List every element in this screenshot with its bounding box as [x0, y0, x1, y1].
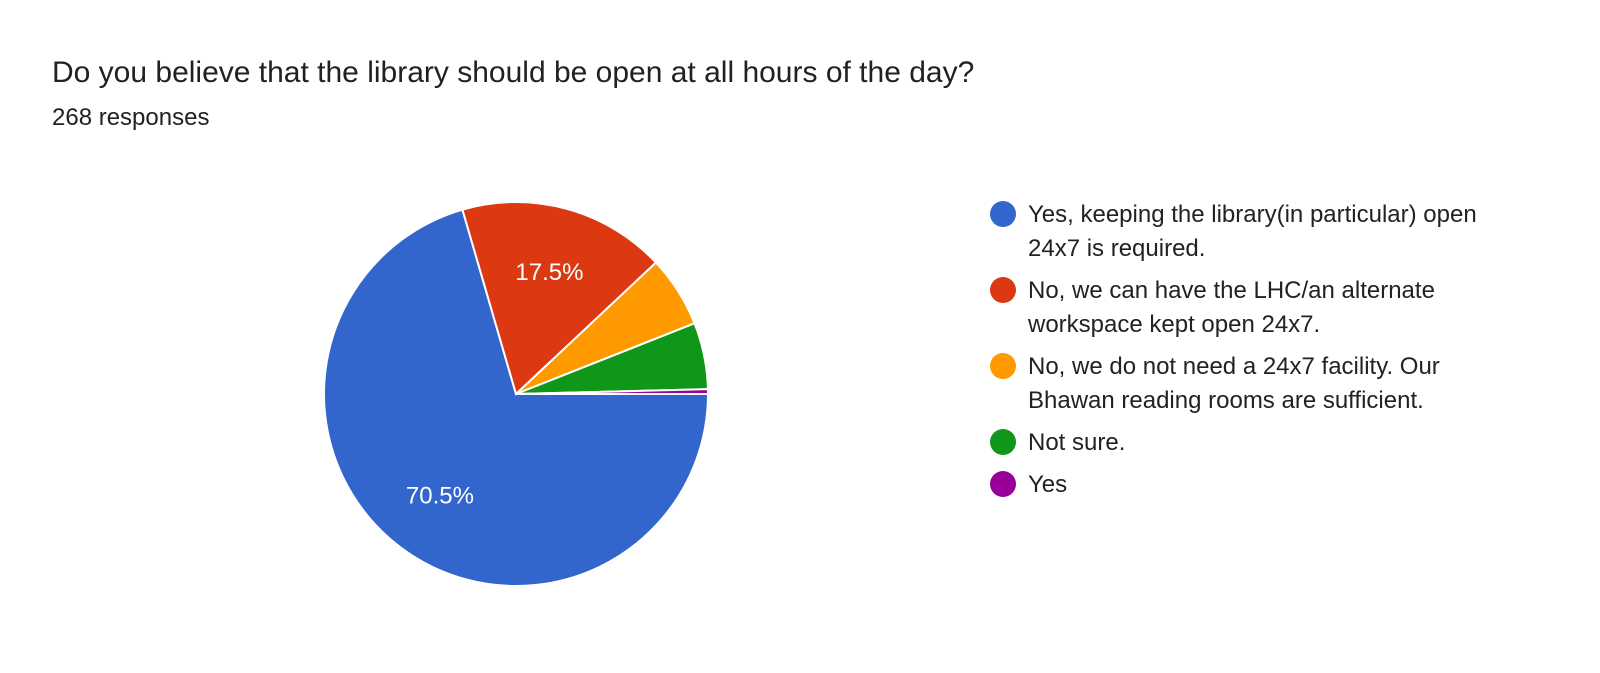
pie-slice: [515, 388, 710, 395]
legend: Yes, keeping the library(in particular) …: [990, 198, 1488, 510]
legend-marker-icon: [990, 429, 1016, 455]
legend-marker-icon: [990, 353, 1016, 379]
legend-item[interactable]: Not sure.: [990, 426, 1488, 460]
pie-slice: [461, 201, 658, 396]
slice-data-label: 17.5%: [515, 259, 583, 286]
legend-marker-icon: [990, 277, 1016, 303]
legend-label: Yes: [1028, 471, 1068, 498]
legend-marker-icon: [990, 201, 1016, 227]
legend-label: Not sure.: [1028, 429, 1126, 456]
pie-slice: [323, 208, 710, 587]
legend-label: No, we can have the LHC/an alternate wor…: [1028, 277, 1435, 338]
legend-item[interactable]: Yes, keeping the library(in particular) …: [990, 198, 1488, 266]
legend-label: No, we do not need a 24x7 facility. Our …: [1028, 353, 1440, 414]
legend-label: Yes, keeping the library(in particular) …: [1028, 201, 1477, 262]
legend-marker-icon: [990, 471, 1016, 497]
legend-item[interactable]: Yes: [990, 468, 1488, 502]
slice-data-label: 70.5%: [406, 482, 474, 509]
legend-item[interactable]: No, we do not need a 24x7 facility. Our …: [990, 350, 1488, 418]
chart-title: Do you believe that the library should b…: [52, 56, 975, 89]
legend-item[interactable]: No, we can have the LHC/an alternate wor…: [990, 274, 1488, 342]
response-count: 268 responses: [52, 104, 210, 131]
